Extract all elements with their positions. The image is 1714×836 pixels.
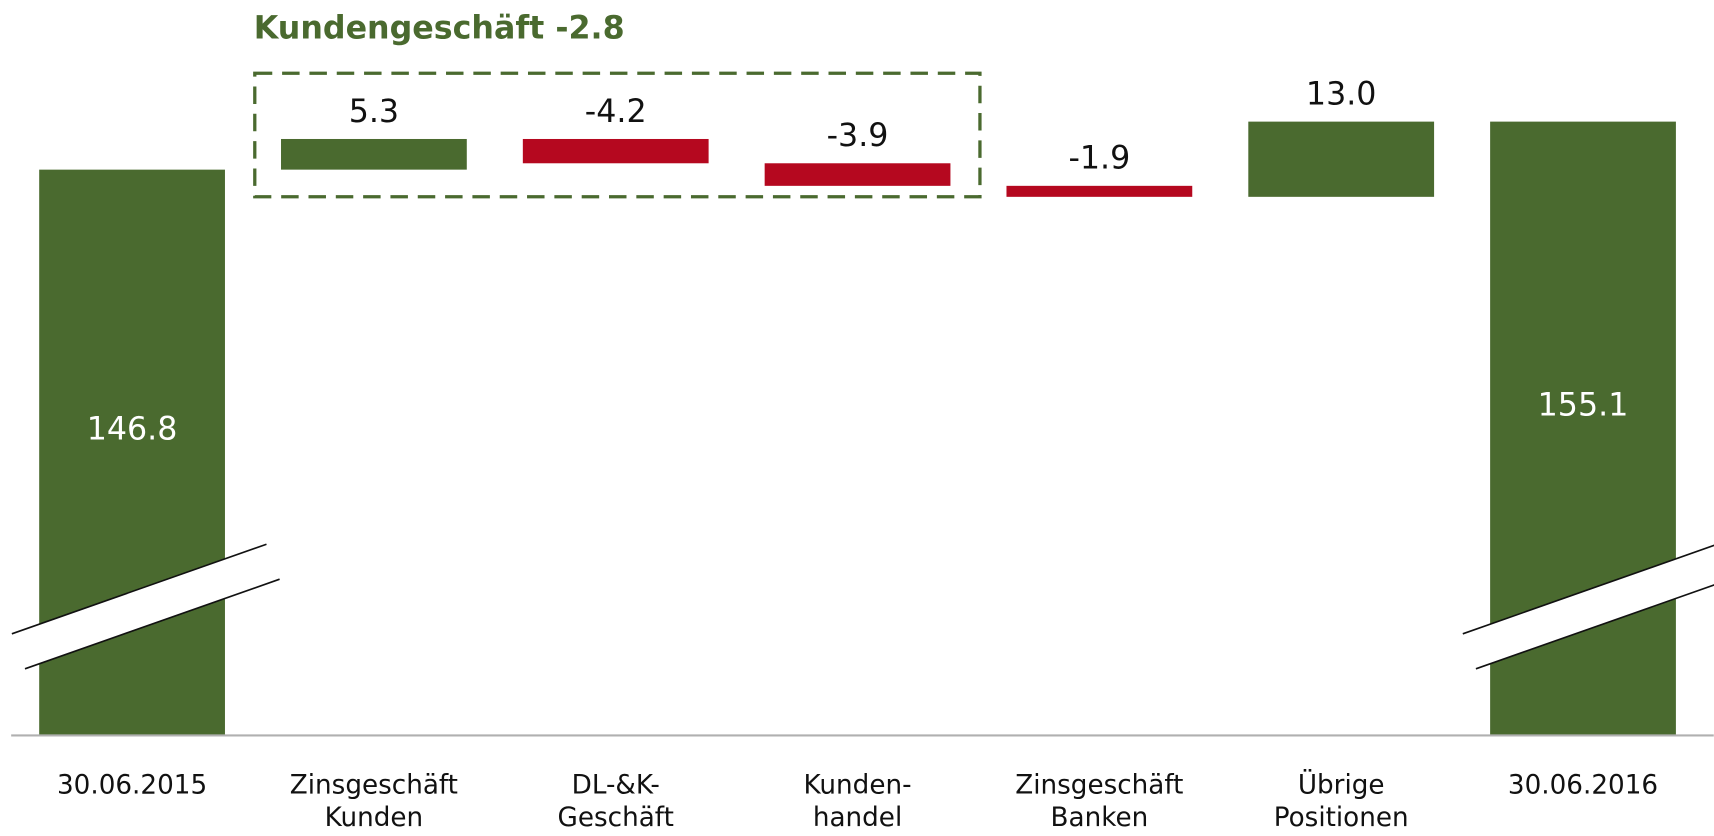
axis-break	[11, 544, 280, 669]
x-tick-label: Übrige Positionen	[1273, 769, 1409, 833]
x-tick-label: Zinsgeschäft Kunden	[289, 769, 458, 833]
x-tick-label: 30.06.2016	[1507, 769, 1659, 800]
value-label: -4.2	[585, 94, 647, 130]
value-label: 155.1	[1538, 388, 1629, 424]
group-box	[253, 71, 982, 199]
axis-break-line	[1462, 544, 1714, 635]
x-tick-label: Zinsgeschäft Banken	[1015, 769, 1184, 833]
value-label: 5.3	[349, 94, 399, 130]
axis-break	[1462, 545, 1714, 669]
value-label: 146.8	[87, 412, 178, 448]
x-tick-label-box: DL-&K- Geschäft	[557, 769, 674, 833]
axis-break-line	[24, 578, 280, 670]
bar	[764, 163, 951, 186]
axis-break-line	[11, 543, 267, 635]
x-tick-label: 30.06.2015	[56, 769, 208, 800]
value-label: 13.0	[1306, 76, 1377, 112]
x-tick-label-box: Kunden- handel	[803, 769, 912, 833]
bar	[1006, 185, 1193, 197]
bar	[522, 138, 709, 164]
axis-break-line	[1475, 584, 1714, 670]
x-tick-label-box: Zinsgeschäft Banken	[1015, 769, 1184, 833]
x-tick-label-box: Übrige Positionen	[1273, 769, 1409, 833]
annotation: Kundengeschäft -2.8	[254, 11, 625, 47]
bar	[281, 138, 467, 170]
value-label: -3.9	[827, 118, 889, 154]
x-tick-label: Kunden- handel	[803, 769, 912, 833]
x-tick-label-box: 30.06.2015	[56, 769, 208, 800]
x-tick-label-box: Zinsgeschäft Kunden	[289, 769, 458, 833]
x-tick-label: DL-&K- Geschäft	[557, 769, 674, 833]
x-tick-label-box: 30.06.2016	[1507, 769, 1659, 800]
bar	[1248, 121, 1435, 197]
value-label: -1.9	[1068, 141, 1130, 177]
